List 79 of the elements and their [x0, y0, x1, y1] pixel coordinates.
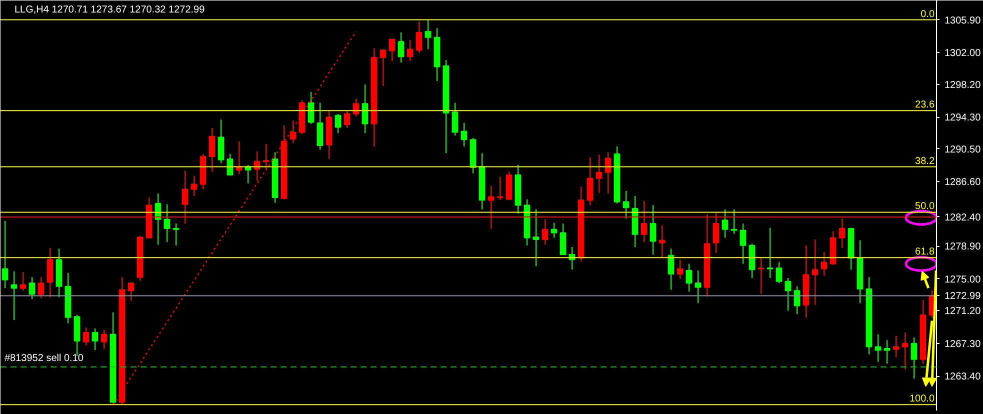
candlestick	[910, 337, 918, 380]
candlestick	[820, 252, 828, 276]
candlestick	[604, 152, 612, 194]
candlestick	[452, 102, 458, 136]
candlestick	[874, 334, 882, 362]
y-tick-label: 1290.50	[944, 144, 982, 156]
candlestick	[416, 20, 422, 53]
candlestick	[226, 153, 234, 176]
candlestick	[668, 248, 674, 290]
candlestick	[740, 223, 746, 264]
candlestick	[532, 208, 540, 267]
candlestick	[208, 127, 216, 172]
y-tick-label: 1286.60	[944, 177, 982, 188]
candlestick	[622, 190, 630, 219]
candlestick	[172, 223, 180, 246]
ref-line-label: 1272.99	[944, 291, 982, 302]
candlestick	[92, 328, 98, 351]
candlestick	[344, 110, 350, 128]
y-tick-label: 1271.20	[944, 306, 982, 318]
candlestick	[550, 222, 558, 238]
candlestick	[128, 282, 134, 302]
candlestick	[334, 113, 342, 134]
candlestick	[722, 208, 728, 238]
y-tick-label: 1278.90	[944, 242, 982, 253]
candlestick	[784, 278, 792, 312]
candlestick	[38, 276, 44, 299]
candlestick	[776, 262, 782, 284]
ref-line-label: 1282.40	[944, 212, 982, 224]
candlestick	[650, 204, 656, 256]
annotation: 0.0	[920, 8, 935, 20]
candlestick	[2, 220, 8, 289]
candlestick	[812, 238, 818, 306]
candlestick	[398, 32, 404, 64]
ref-line-label: #813952 sell 0.10	[4, 352, 84, 364]
y-tick-label: 1263.40	[944, 372, 982, 383]
candlestick	[362, 84, 368, 134]
candlestick	[46, 247, 54, 298]
candlestick	[676, 259, 684, 280]
candlestick	[262, 143, 270, 170]
candlestick	[658, 224, 666, 258]
candlestick	[10, 270, 18, 320]
candlestick	[190, 175, 198, 196]
candlestick	[82, 326, 90, 346]
y-tick-label: 1302.00	[944, 48, 982, 59]
candlestick	[596, 154, 602, 194]
candlestick	[686, 263, 692, 292]
candlestick	[902, 332, 908, 370]
candlestick	[406, 39, 414, 62]
candlestick	[20, 272, 26, 292]
chart-title: LLG,H4 1270.71 1273.67 1270.32 1272.99	[14, 4, 206, 16]
candlestick	[380, 48, 386, 87]
candlestick	[460, 122, 468, 147]
annotation: 38.2	[915, 156, 935, 167]
candlestick	[694, 270, 702, 304]
candlestick	[164, 204, 170, 242]
candlestick	[758, 256, 764, 294]
candlestick	[560, 223, 566, 256]
candlestick	[892, 335, 900, 358]
candlestick	[100, 330, 108, 349]
y-tick-label: 1305.90	[944, 15, 982, 26]
candlestick	[586, 156, 594, 206]
y-tick-label: 1275.00	[944, 274, 982, 286]
candlestick	[290, 120, 296, 144]
candlestick	[316, 102, 324, 150]
candlestick	[542, 218, 548, 245]
candlestick	[884, 340, 890, 364]
candlestick	[218, 119, 224, 164]
candlestick	[766, 227, 774, 279]
y-tick-label: 1298.20	[944, 80, 982, 91]
candlestick	[28, 276, 36, 300]
y-tick-label: 1294.30	[944, 112, 982, 124]
candlestick	[388, 38, 396, 62]
candlestick	[496, 176, 504, 201]
y-tick-label: 1267.30	[944, 338, 982, 350]
candlestick	[424, 19, 432, 50]
annotation: 100.0	[909, 394, 935, 405]
annotation: 50.0	[915, 201, 935, 212]
annotation: 23.6	[915, 100, 935, 111]
annotation: 61.8	[915, 246, 935, 258]
